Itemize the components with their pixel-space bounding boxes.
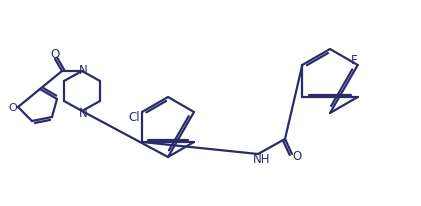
Text: N: N xyxy=(79,64,88,77)
Text: N: N xyxy=(79,107,88,120)
Text: Cl: Cl xyxy=(128,111,140,124)
Text: F: F xyxy=(350,54,357,67)
Text: O: O xyxy=(51,48,60,61)
Text: NH: NH xyxy=(253,153,271,166)
Text: O: O xyxy=(292,150,301,163)
Text: O: O xyxy=(8,103,17,112)
